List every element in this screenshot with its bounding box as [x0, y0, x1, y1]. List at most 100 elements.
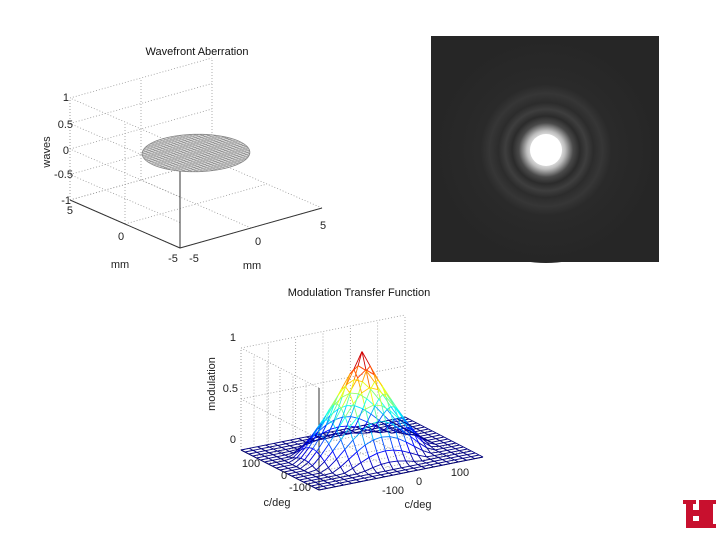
mtf-mesh-line: [346, 416, 352, 427]
mtf-mesh-line: [388, 423, 397, 427]
mtf-mesh-line: [281, 446, 286, 450]
wavefront-gridline: [69, 159, 213, 201]
mtf-mesh-line: [405, 441, 415, 447]
wavefront-aberration-plot: Wavefront Aberration waves 1 0.5 0 -0.5 …: [41, 46, 326, 272]
mtf-mesh-line: [269, 444, 278, 448]
mtf-mesh-line: [292, 457, 301, 466]
mtf-mesh-line: [329, 404, 334, 410]
mtf-mesh-line: [442, 459, 447, 463]
mtf-mesh-line: [272, 459, 277, 463]
wavefront-gridline: [69, 57, 213, 99]
mtf-mesh-line: [385, 421, 395, 426]
mtf-mesh-line: [307, 476, 316, 479]
mtf-mesh-line: [304, 448, 314, 461]
mtf-mesh-line: [335, 474, 341, 478]
mtf-mesh-line: [410, 428, 416, 433]
wavefront-title: Wavefront Aberration: [146, 46, 249, 58]
mtf-mesh-line: [345, 392, 351, 406]
mtf-mesh-line: [353, 392, 362, 405]
mtf-mesh-line: [360, 431, 366, 446]
mtf-mesh-line: [368, 474, 373, 477]
mtf-mesh-line: [308, 451, 318, 463]
mtf-mesh-line: [323, 472, 333, 476]
mtf-mesh-line: [364, 439, 374, 446]
mtf-mesh-line: [292, 468, 301, 471]
wavefront-gridline: [69, 97, 181, 147]
mtf-mesh-line: [412, 420, 417, 424]
mtf-mesh-line: [376, 476, 385, 479]
mtf-mesh-line: [349, 369, 355, 375]
mtf-mesh-line: [281, 439, 291, 443]
mtf-mesh-line: [284, 464, 293, 467]
mtf-title: Modulation Transfer Function: [288, 287, 430, 299]
mtf-mesh-line: [293, 447, 298, 450]
mtf-gridline: [240, 314, 406, 349]
mtf-mesh-line: [419, 430, 425, 434]
mtf-mesh-line: [341, 384, 347, 398]
mtf-mesh-line: [393, 449, 398, 462]
mtf-mesh-line: [323, 474, 329, 478]
mtf-mesh-line: [323, 478, 332, 482]
mtf-mesh-line: [361, 351, 371, 367]
mtf-mesh-line: [371, 423, 377, 427]
mtf-mesh-line: [311, 478, 320, 481]
mtf-mesh-line: [299, 472, 309, 475]
mtf-mesh-line: [252, 455, 257, 459]
mtf-mesh-line: [379, 427, 385, 431]
logo-bar: [693, 510, 713, 516]
mtf-mesh-line: [349, 379, 355, 394]
mtf-mesh-line: [365, 370, 375, 383]
mtf-mesh-line: [344, 472, 349, 477]
mtf-mesh-line: [351, 477, 357, 481]
mtf-mesh-line: [353, 365, 359, 380]
mtf-mesh-line: [409, 469, 418, 473]
mtf-mesh-line: [297, 442, 307, 445]
mtf-mesh-line: [413, 467, 418, 471]
mtf-mesh-line: [244, 451, 250, 455]
mtf-mesh-line: [331, 482, 340, 486]
mtf-mesh-line: [356, 444, 366, 453]
mtf-mesh-line: [390, 398, 395, 408]
mtf-mesh-line: [418, 442, 423, 451]
mtf-mesh-line: [434, 449, 440, 453]
mtf-mesh-line: [421, 460, 427, 464]
wavefront-mesh-line: [142, 134, 206, 153]
mtf-mesh-line: [446, 459, 455, 463]
mtf-mesh-line: [439, 434, 445, 438]
mtf-mesh-line: [398, 410, 403, 418]
mtf-mesh-line: [317, 434, 322, 436]
mtf-mesh-line: [299, 479, 304, 483]
wavefront-x-tick: -5: [189, 253, 199, 265]
mtf-mesh-line: [354, 393, 359, 406]
mtf-mesh-line: [256, 450, 266, 453]
mtf-mesh-line: [357, 377, 363, 394]
mtf-mesh-line: [399, 429, 408, 436]
wavefront-y-tick: -5: [168, 253, 178, 265]
mtf-mesh-line: [462, 452, 468, 456]
mtf-mesh-line: [429, 462, 439, 466]
mtf-mesh-line: [466, 458, 475, 461]
mtf-mesh-line: [366, 388, 372, 399]
mtf-mesh-line: [384, 469, 394, 472]
mtf-mesh-line: [332, 472, 337, 476]
mtf-y-label: c/deg: [264, 497, 291, 509]
mtf-mesh-line: [367, 430, 372, 434]
mtf-mesh-line: [293, 441, 299, 445]
mtf-mesh-line: [365, 369, 371, 388]
mtf-mesh-line: [409, 452, 419, 456]
mtf-mesh-line: [426, 455, 435, 458]
mtf-mesh-line: [339, 482, 344, 486]
mtf-mesh-line: [470, 456, 476, 460]
mtf-mesh-line: [417, 468, 426, 471]
mtf-mesh-line: [338, 425, 347, 428]
mtf-mesh-line: [361, 370, 367, 382]
mtf-mesh-line: [446, 449, 452, 453]
mtf-mesh-line: [364, 467, 374, 472]
wavefront-mesh-line: [174, 135, 239, 165]
mtf-mesh-line: [374, 398, 380, 407]
mtf-mesh-line: [463, 450, 472, 454]
mtf-mesh-line: [401, 429, 411, 437]
mtf-mesh-line: [323, 480, 328, 484]
mtf-mesh-line: [434, 447, 444, 451]
